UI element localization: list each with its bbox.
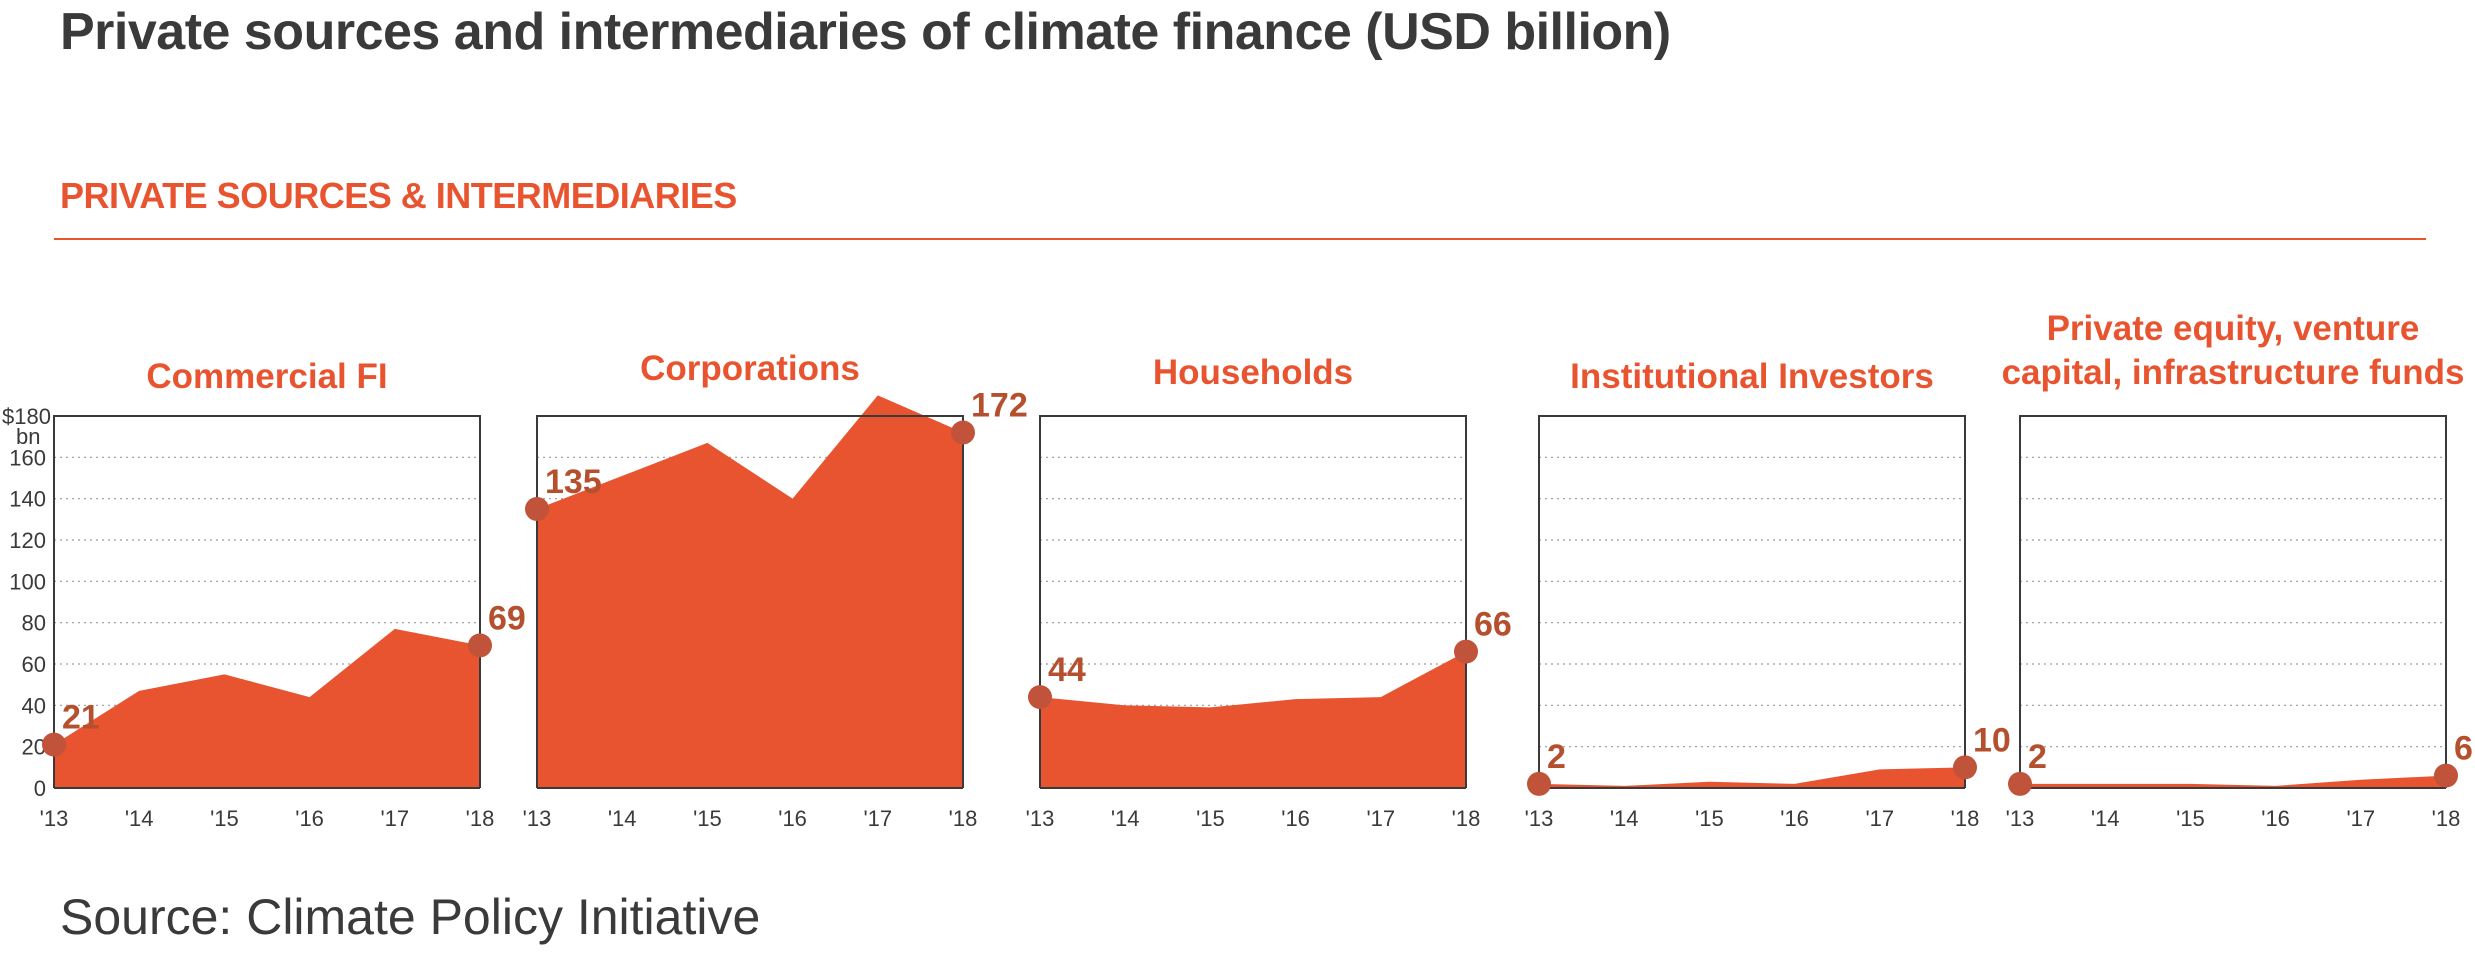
x-tick-label: '13 bbox=[2006, 806, 2035, 831]
start-value-label: 2 bbox=[2028, 738, 2047, 776]
x-tick-label: '16 bbox=[1281, 806, 1310, 831]
panel-frame bbox=[2019, 415, 2447, 788]
x-tick-label: '13 bbox=[523, 806, 552, 831]
x-tick-label: '18 bbox=[1452, 806, 1481, 831]
panel-frame bbox=[536, 415, 964, 788]
end-point-marker bbox=[468, 633, 492, 658]
y-tick-label: 80 bbox=[22, 611, 46, 636]
area-series-4 bbox=[1539, 767, 1965, 788]
end-point-marker bbox=[1454, 639, 1478, 664]
x-tick-label: '14 bbox=[2091, 806, 2120, 831]
panel-frame bbox=[1538, 415, 1966, 788]
x-tick-label: '17 bbox=[380, 806, 409, 831]
x-tick-label: '18 bbox=[1951, 806, 1980, 831]
start-point-marker bbox=[1028, 685, 1052, 710]
end-point-marker bbox=[951, 420, 975, 445]
end-value-label: 172 bbox=[971, 387, 1028, 425]
x-tick-label: '15 bbox=[693, 806, 722, 831]
area-series-5 bbox=[2020, 775, 2446, 788]
area-series-2 bbox=[537, 395, 963, 788]
panel-title-1: Commercial FI bbox=[146, 357, 387, 396]
y-tick-label: 20 bbox=[22, 735, 46, 760]
y-unit-label: bn bbox=[16, 424, 40, 449]
panel-title-4: Institutional Investors bbox=[1570, 357, 1934, 396]
x-tick-label: '17 bbox=[1865, 806, 1894, 831]
area-series-3 bbox=[1040, 651, 1466, 788]
end-value-label: 10 bbox=[1973, 721, 2011, 759]
start-value-label: 135 bbox=[545, 463, 602, 501]
x-tick-label: '13 bbox=[1026, 806, 1055, 831]
x-tick-label: '16 bbox=[295, 806, 324, 831]
y-tick-label: 60 bbox=[22, 652, 46, 677]
end-value-label: 66 bbox=[1474, 606, 1512, 644]
start-point-marker bbox=[42, 732, 66, 757]
y-tick-label: 140 bbox=[9, 487, 46, 512]
start-value-label: 44 bbox=[1048, 651, 1086, 689]
panel-title-2: Corporations bbox=[640, 349, 860, 388]
x-tick-label: '15 bbox=[1695, 806, 1724, 831]
x-tick-label: '15 bbox=[1196, 806, 1225, 831]
area-series-1 bbox=[54, 628, 480, 788]
x-tick-label: '17 bbox=[863, 806, 892, 831]
start-point-marker bbox=[525, 497, 549, 521]
x-tick-label: '15 bbox=[210, 806, 239, 831]
x-tick-label: '13 bbox=[1525, 806, 1554, 831]
x-tick-label: '16 bbox=[778, 806, 807, 831]
y-tick-label: $180 bbox=[2, 404, 51, 429]
x-tick-label: '14 bbox=[1111, 806, 1140, 831]
x-tick-label: '14 bbox=[1610, 806, 1639, 831]
y-tick-label: 120 bbox=[9, 528, 46, 553]
x-tick-label: '17 bbox=[1366, 806, 1395, 831]
start-value-label: 2 bbox=[1547, 738, 1566, 776]
x-tick-label: '16 bbox=[1780, 806, 1809, 831]
panel-frame bbox=[1039, 415, 1467, 788]
y-tick-label: 160 bbox=[9, 445, 46, 470]
start-value-label: 21 bbox=[62, 699, 100, 737]
section-divider bbox=[54, 238, 2426, 240]
y-tick-label: 100 bbox=[9, 569, 46, 594]
end-point-marker bbox=[1953, 755, 1977, 780]
source-note: Source: Climate Policy Initiative bbox=[60, 889, 761, 945]
start-point-marker bbox=[2008, 771, 2032, 796]
panel-title-5: capital, infrastructure funds bbox=[2002, 353, 2465, 392]
y-tick-label: 40 bbox=[22, 693, 46, 718]
y-tick-label: 0 bbox=[34, 776, 46, 801]
panel-title-3: Households bbox=[1153, 353, 1353, 392]
x-tick-label: '16 bbox=[2261, 806, 2290, 831]
x-tick-label: '18 bbox=[466, 806, 495, 831]
x-tick-label: '17 bbox=[2346, 806, 2375, 831]
x-tick-label: '13 bbox=[40, 806, 69, 831]
section-label: PRIVATE SOURCES & INTERMEDIARIES bbox=[60, 175, 737, 216]
x-tick-label: '14 bbox=[125, 806, 154, 831]
start-point-marker bbox=[1527, 771, 1551, 796]
x-tick-label: '15 bbox=[2176, 806, 2205, 831]
x-tick-label: '18 bbox=[949, 806, 978, 831]
end-value-label: 6 bbox=[2454, 730, 2473, 768]
panel-title-5: Private equity, venture bbox=[2047, 309, 2420, 348]
x-tick-label: '18 bbox=[2432, 806, 2461, 831]
page-title: Private sources and intermediaries of cl… bbox=[60, 3, 1671, 61]
x-tick-label: '14 bbox=[608, 806, 637, 831]
end-point-marker bbox=[2434, 763, 2458, 788]
panel-frame bbox=[53, 415, 481, 788]
end-value-label: 69 bbox=[488, 599, 526, 637]
